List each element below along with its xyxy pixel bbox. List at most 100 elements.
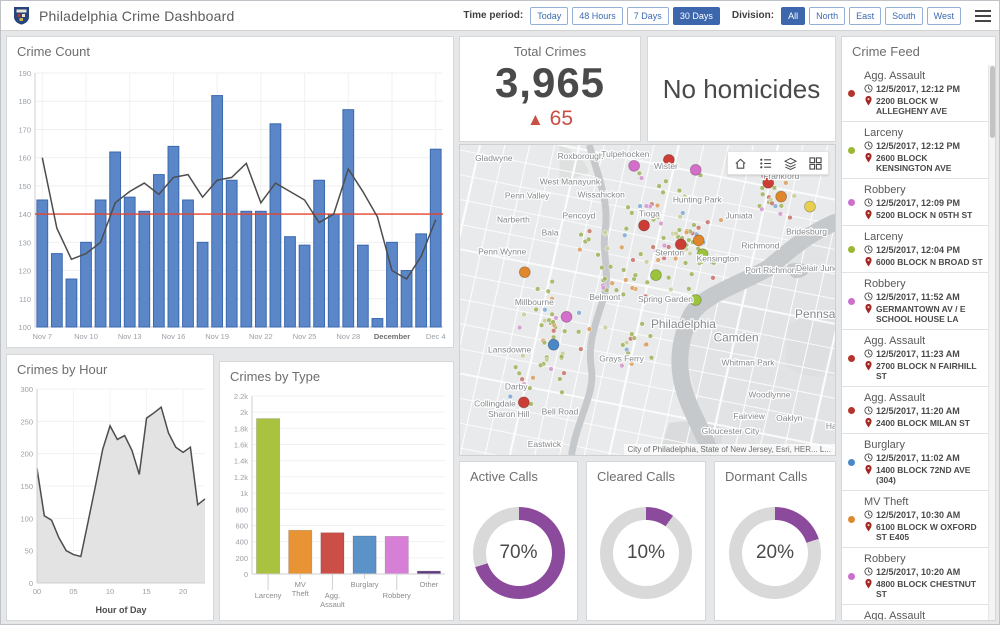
feed-crime-type: Robbery xyxy=(864,278,906,290)
no-homicides-text: No homicides xyxy=(662,73,821,104)
feed-address: 2700 BLOCK N FAIRHILL ST xyxy=(876,361,977,381)
division-button-west[interactable]: West xyxy=(926,6,961,25)
feed-crime-type: Agg. Assault xyxy=(864,70,926,82)
pushpin-icon xyxy=(865,465,872,475)
svg-text:1.8k: 1.8k xyxy=(234,424,248,433)
svg-text:Roxborough: Roxborough xyxy=(558,151,604,161)
svg-text:250: 250 xyxy=(20,417,33,426)
time-button-7-days[interactable]: 7 Days xyxy=(626,6,669,25)
clock-icon xyxy=(864,245,873,254)
svg-text:Gladwyne: Gladwyne xyxy=(475,153,513,163)
svg-text:Burglary: Burglary xyxy=(351,580,379,589)
svg-text:10: 10 xyxy=(106,587,114,596)
svg-text:Juniata: Juniata xyxy=(725,211,753,221)
svg-text:Eastwick: Eastwick xyxy=(528,439,562,449)
svg-text:Bridesburg: Bridesburg xyxy=(786,226,827,236)
feed-item[interactable]: MV Theft 12/5/2017, 10:30 AM 6100 BLOCK W … xyxy=(842,491,988,548)
crime-feed-list: Agg. Assault 12/5/2017, 12:12 PM 2200 BLOC… xyxy=(842,65,988,620)
feed-item[interactable]: Robbery 12/5/2017, 12:09 PM 5200 BLOCK N 0… xyxy=(842,179,988,226)
crime-type-dot xyxy=(848,89,855,97)
svg-text:Bala: Bala xyxy=(542,227,559,237)
svg-text:Oaklyn: Oaklyn xyxy=(776,413,803,423)
division-button-all[interactable]: All xyxy=(781,6,806,25)
feed-time: 12/5/2017, 11:52 AM xyxy=(876,292,960,302)
feed-item[interactable]: Agg. Assault 12/5/2017, 11:23 AM 2700 BLOC… xyxy=(842,330,988,387)
feed-address: 5200 BLOCK N 05TH ST xyxy=(876,210,973,220)
svg-text:Hunting Park: Hunting Park xyxy=(673,195,723,205)
feed-crime-type: Agg. Assault xyxy=(864,335,926,347)
time-period-buttons: Today 48 Hours 7 Days 30 Days xyxy=(530,6,720,25)
crime-feed-title: Crime Feed xyxy=(852,44,920,59)
layers-icon[interactable] xyxy=(778,151,803,175)
svg-text:Nov 22: Nov 22 xyxy=(249,332,273,341)
svg-text:Nov 19: Nov 19 xyxy=(205,332,229,341)
svg-text:800: 800 xyxy=(235,505,248,514)
division-button-north[interactable]: North xyxy=(809,6,846,25)
division-button-south[interactable]: South xyxy=(885,6,923,25)
page-title: Philadelphia Crime Dashboard xyxy=(39,7,235,24)
basemap-icon[interactable] xyxy=(803,151,828,175)
svg-text:Other: Other xyxy=(420,580,439,589)
menu-icon[interactable] xyxy=(975,9,991,22)
division-button-east[interactable]: East xyxy=(849,6,882,25)
svg-text:180: 180 xyxy=(18,97,31,106)
feed-time: 12/5/2017, 11:23 AM xyxy=(876,349,960,359)
feed-scrollbar-thumb[interactable] xyxy=(990,66,995,138)
svg-text:05: 05 xyxy=(69,587,77,596)
svg-text:Narberth: Narberth xyxy=(497,215,530,225)
time-button-30-days[interactable]: 30 Days xyxy=(672,6,720,25)
svg-text:Woodlynne: Woodlynne xyxy=(748,389,790,399)
feed-item[interactable]: Larceny 12/5/2017, 12:12 PM 2600 BLOCK KEN… xyxy=(842,122,988,179)
feed-crime-type: Agg. Assault xyxy=(864,392,926,404)
time-button-48-hours[interactable]: 48 Hours xyxy=(572,6,623,25)
svg-text:Spring Garden: Spring Garden xyxy=(638,294,693,304)
map-canvas[interactable]: Gladwyne Roxborough Tulpehocken Wister Frank… xyxy=(460,145,835,455)
feed-item[interactable]: Agg. Assault 12/5/2017, 12:12 PM 2200 BLOC… xyxy=(842,65,988,122)
legend-icon[interactable] xyxy=(753,151,778,175)
dormant-calls-value: 20% xyxy=(742,520,808,586)
svg-text:300: 300 xyxy=(20,385,33,394)
feed-item[interactable]: Burglary 12/5/2017, 11:02 AM 1400 BLOCK 72… xyxy=(842,434,988,491)
svg-text:Fairview: Fairview xyxy=(733,411,765,421)
home-icon[interactable] xyxy=(728,151,753,175)
feed-address: 1400 BLOCK 72ND AVE (304) xyxy=(876,465,971,485)
header-controls: Time period: Today 48 Hours 7 Days 30 Days … xyxy=(455,6,991,25)
clock-icon xyxy=(864,84,873,93)
svg-text:Nov 25: Nov 25 xyxy=(293,332,317,341)
feed-scrollbar[interactable] xyxy=(988,65,995,620)
svg-text:Richmond: Richmond xyxy=(741,240,779,250)
svg-text:Tioga: Tioga xyxy=(639,209,660,219)
crime-type-dot xyxy=(848,458,855,466)
svg-text:200: 200 xyxy=(20,450,33,459)
active-calls-title: Active Calls xyxy=(470,469,538,484)
svg-text:Nov 10: Nov 10 xyxy=(74,332,98,341)
feed-address: 2600 BLOCK KENSINGTON AVE xyxy=(876,153,952,173)
feed-item[interactable]: Robbery 12/5/2017, 10:20 AM 4800 BLOCK CHE… xyxy=(842,548,988,605)
crime-feed-panel: Crime Feed Agg. Assault 12/5/2017, 12:12 … xyxy=(841,36,996,621)
svg-text:50: 50 xyxy=(25,547,33,556)
svg-text:Assault: Assault xyxy=(320,600,346,609)
feed-time: 12/5/2017, 10:30 AM xyxy=(876,510,961,520)
svg-text:110: 110 xyxy=(19,295,31,304)
feed-item[interactable]: Agg. Assault 12/5/2017, 11:20 AM 2400 BLOC… xyxy=(842,387,988,434)
svg-text:Wister: Wister xyxy=(654,161,678,171)
svg-text:Pennsauken: Pennsauken xyxy=(795,307,835,321)
svg-text:Camden: Camden xyxy=(714,331,759,345)
svg-text:100: 100 xyxy=(20,514,33,523)
svg-text:Agg.: Agg. xyxy=(325,591,340,600)
feed-address: 2400 BLOCK MILAN ST xyxy=(876,418,970,428)
svg-text:Penn Wynne: Penn Wynne xyxy=(478,246,527,256)
svg-text:Port Richmond: Port Richmond xyxy=(745,265,801,275)
crime-type-dot xyxy=(848,572,855,580)
feed-item[interactable]: Robbery 12/5/2017, 11:52 AM GERMANTOWN AV … xyxy=(842,273,988,330)
pushpin-icon xyxy=(865,304,872,314)
active-calls-donut: 70% xyxy=(472,507,565,599)
active-calls-panel: Active Calls 70% xyxy=(459,461,578,621)
crime-type-dot xyxy=(848,406,855,414)
svg-text:Gloucester City: Gloucester City xyxy=(702,426,760,436)
feed-item[interactable]: Larceny 12/5/2017, 12:04 PM 6000 BLOCK N B… xyxy=(842,226,988,273)
time-button-today[interactable]: Today xyxy=(530,6,569,25)
crimes-by-hour-panel: Crimes by Hour 0 50 100 150 200 250 300 00 05 10 1… xyxy=(6,354,214,621)
cleared-calls-title: Cleared Calls xyxy=(597,469,676,484)
